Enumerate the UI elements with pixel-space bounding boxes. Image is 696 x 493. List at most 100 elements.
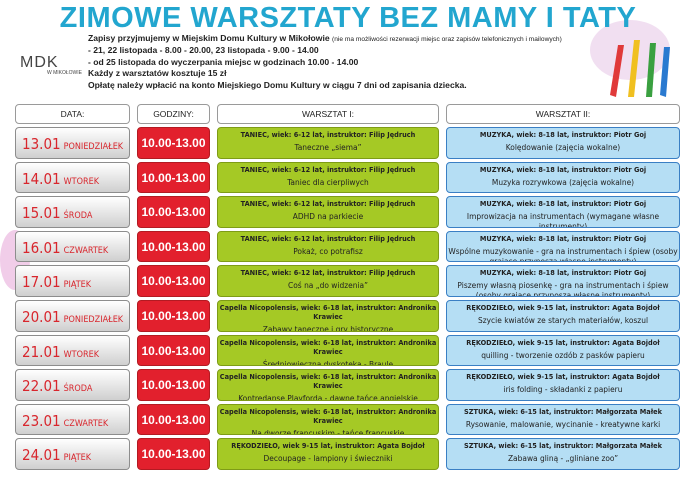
weekday: ŚRODA xyxy=(63,384,93,395)
workshop-title: Kontredanse Playforda - dawne tańce angi… xyxy=(238,393,418,401)
workshop-cell: RĘKODZIEŁO, wiek 9-15 lat, instruktor: A… xyxy=(446,300,680,332)
date: 15.01 xyxy=(22,204,61,223)
hours-cell: 10.00-13.00 xyxy=(137,403,210,436)
workshop-title: Rysowanie, malowanie, wycinanie - kreaty… xyxy=(465,418,661,429)
workshop-title: Taniec dla cierpliwych xyxy=(287,176,369,187)
workshop-title: Zabawy taneczne i gry historyczne xyxy=(262,324,394,332)
hours-cell: 10.00-13.00 xyxy=(137,369,210,401)
workshop-cell: Capella Nicopolensis, wiek: 6-18 lat, in… xyxy=(217,334,439,367)
workshop-info: MUZYKA, wiek: 8-18 lat, instruktor: Piot… xyxy=(479,130,647,139)
workshop-title: iris folding - składanki z papieru xyxy=(503,384,623,395)
workshop-cell: TANIEC, wiek: 6-12 lat, instruktor: Fili… xyxy=(217,265,439,297)
info-note: (nie ma możliwości rezerwacji miejsc ora… xyxy=(332,36,562,43)
workshop-title: Improwizacja na instrumentach (wymagane … xyxy=(466,211,660,228)
workshop-info: MUZYKA, wiek: 8-18 lat, instruktor: Piot… xyxy=(479,268,647,278)
workshop-info: TANIEC, wiek: 6-12 lat, instruktor: Fili… xyxy=(240,233,416,243)
workshop-title: Taneczne „siema” xyxy=(294,142,362,152)
date: 21.01 xyxy=(22,342,61,361)
workshop-title: quilling - tworzenie ozdób z pasków papi… xyxy=(481,349,645,360)
workshop-cell: MUZYKA, wiek: 8-18 lat, instruktor: Piot… xyxy=(446,230,680,263)
hours-cell: 10.00-13.00 xyxy=(137,161,210,194)
date: 17.01 xyxy=(22,273,61,292)
workshop-info: Capella Nicopolensis, wiek: 6-18 lat, in… xyxy=(219,337,437,356)
column-header: GODZINY: xyxy=(137,104,210,124)
date-cell: 15.01 ŚRODA xyxy=(15,196,130,228)
workshop-cell: TANIEC, wiek: 6-12 lat, instruktor: Fili… xyxy=(217,230,439,263)
hours-cell: 10.00-13.00 xyxy=(137,265,210,297)
workshop-info: MUZYKA, wiek: 8-18 lat, instruktor: Piot… xyxy=(479,233,647,243)
date-cell: 16.01 CZWARTEK xyxy=(15,230,130,263)
date: 24.01 xyxy=(22,446,61,465)
workshop-cell: MUZYKA, wiek: 8-18 lat, instruktor: Piot… xyxy=(446,196,680,228)
workshop-cell: SZTUKA, wiek: 6-15 lat, instruktor: Małg… xyxy=(446,403,680,436)
workshop-title: Decoupage - lampiony i świeczniki xyxy=(263,453,393,464)
workshop-cell: TANIEC, wiek: 6-12 lat, instruktor: Fili… xyxy=(217,196,439,228)
workshop-info: Capella Nicopolensis, wiek: 6-18 lat, in… xyxy=(219,372,437,391)
date-cell: 17.01 PIĄTEK xyxy=(15,265,130,297)
hours-cell: 10.00-13.00 xyxy=(137,438,210,470)
date-cell: 13.01 PONIEDZIAŁEK xyxy=(15,127,130,159)
date: 13.01 xyxy=(22,135,61,153)
workshop-info: TANIEC, wiek: 6-12 lat, instruktor: Fili… xyxy=(240,199,416,209)
weekday: CZWARTEK xyxy=(63,245,109,256)
hours-cell: 10.00-13.00 xyxy=(137,196,210,228)
date: 20.01 xyxy=(22,308,61,326)
workshop-title: Pokaż, co potrafisz xyxy=(293,245,363,256)
hours-cell: 10.00-13.00 xyxy=(137,300,210,332)
weekday: WTOREK xyxy=(63,176,99,187)
workshop-info: MUZYKA, wiek: 8-18 lat, instruktor: Piot… xyxy=(479,199,647,209)
workshop-title: Wspólne muzykowanie - gra na instrumenta… xyxy=(448,245,678,263)
logo-subtext: W MIKOŁOWIE xyxy=(47,70,82,76)
workshop-cell: SZTUKA, wiek: 6-15 lat, instruktor: Małg… xyxy=(446,438,680,470)
workshop-title: Na dworze francuskim - tańce francuskie xyxy=(251,427,405,436)
workshop-info: MUZYKA, wiek: 8-18 lat, instruktor: Piot… xyxy=(479,164,647,174)
info-line: Opłatę należy wpłacić na konto Miejskieg… xyxy=(88,79,467,90)
workshop-cell: MUZYKA, wiek: 8-18 lat, instruktor: Piot… xyxy=(446,265,680,297)
info-line: Zapisy przyjmujemy w Miejskim Domu Kultu… xyxy=(88,33,562,45)
logo: MDK W MIKOŁOWIE xyxy=(20,54,82,76)
workshop-info: Capella Nicopolensis, wiek: 6-18 lat, in… xyxy=(219,406,437,425)
date: 14.01 xyxy=(22,169,61,188)
weekday: PONIEDZIAŁEK xyxy=(63,315,124,325)
workshop-cell: RĘKODZIEŁO, wiek 9-15 lat, instruktor: A… xyxy=(446,369,680,401)
title: ZIMOWE WARSZTATY BEZ MAMY I TATY xyxy=(59,2,637,34)
info-line: Każdy z warsztatów kosztuje 15 zł xyxy=(88,68,227,79)
date: 16.01 xyxy=(22,238,61,257)
weekday: PONIEDZIAŁEK xyxy=(63,142,124,152)
workshop-cell: RĘKODZIEŁO, wiek 9-15 lat, instruktor: A… xyxy=(217,438,439,470)
workshop-info: TANIEC, wiek: 6-12 lat, instruktor: Fili… xyxy=(240,130,416,139)
date-cell: 14.01 WTOREK xyxy=(15,161,130,194)
weekday: PIĄTEK xyxy=(63,453,92,464)
workshop-title: Piszemy własną piosenkę - gra na instrum… xyxy=(457,280,669,297)
weekday: ŚRODA xyxy=(63,211,93,222)
info-text: Zapisy przyjmujemy w Miejskim Domu Kultu… xyxy=(88,33,330,43)
hours-cell: 10.00-13.00 xyxy=(137,334,210,367)
column-header: WARSZTAT I: xyxy=(217,104,439,124)
workshop-title: Coś na „do widzenia” xyxy=(288,280,368,291)
date: 22.01 xyxy=(22,377,61,396)
weekday: PIĄTEK xyxy=(63,280,92,291)
workshop-cell: Capella Nicopolensis, wiek: 6-18 lat, in… xyxy=(217,300,439,332)
date: 23.01 xyxy=(22,411,61,430)
hours-cell: 10.00-13.00 xyxy=(137,127,210,159)
workshop-info: RĘKODZIEŁO, wiek 9-15 lat, instruktor: A… xyxy=(466,337,660,347)
workshop-cell: TANIEC, wiek: 6-12 lat, instruktor: Fili… xyxy=(217,127,439,159)
date-cell: 20.01 PONIEDZIAŁEK xyxy=(15,300,130,332)
workshop-cell: MUZYKA, wiek: 8-18 lat, instruktor: Piot… xyxy=(446,127,680,159)
pencils xyxy=(610,40,670,97)
workshop-info: Capella Nicopolensis, wiek: 6-18 lat, in… xyxy=(219,303,437,321)
workshop-cell: TANIEC, wiek: 6-12 lat, instruktor: Fili… xyxy=(217,161,439,194)
workshop-title: Średniowieczna dyskoteka - Braule xyxy=(262,358,394,367)
info: Zapisy przyjmujemy w Miejskim Domu Kultu… xyxy=(88,33,562,91)
workshop-info: RĘKODZIEŁO, wiek 9-15 lat, instruktor: A… xyxy=(231,441,425,451)
info-line: - od 25 listopada do wyczerpania miejsc … xyxy=(88,56,359,67)
paint-splash xyxy=(590,20,670,80)
date-cell: 24.01 PIĄTEK xyxy=(15,438,130,470)
info-line: - 21, 22 listopada - 8.00 - 20.00, 23 li… xyxy=(88,45,319,56)
workshop-info: TANIEC, wiek: 6-12 lat, instruktor: Fili… xyxy=(240,268,416,278)
workshop-title: Kolędowanie (zajęcia wokalne) xyxy=(505,142,621,152)
workshop-cell: RĘKODZIEŁO, wiek 9-15 lat, instruktor: A… xyxy=(446,334,680,367)
column-header: DATA: xyxy=(15,104,130,124)
workshop-info: RĘKODZIEŁO, wiek 9-15 lat, instruktor: A… xyxy=(466,303,660,312)
date-cell: 21.01 WTOREK xyxy=(15,334,130,367)
